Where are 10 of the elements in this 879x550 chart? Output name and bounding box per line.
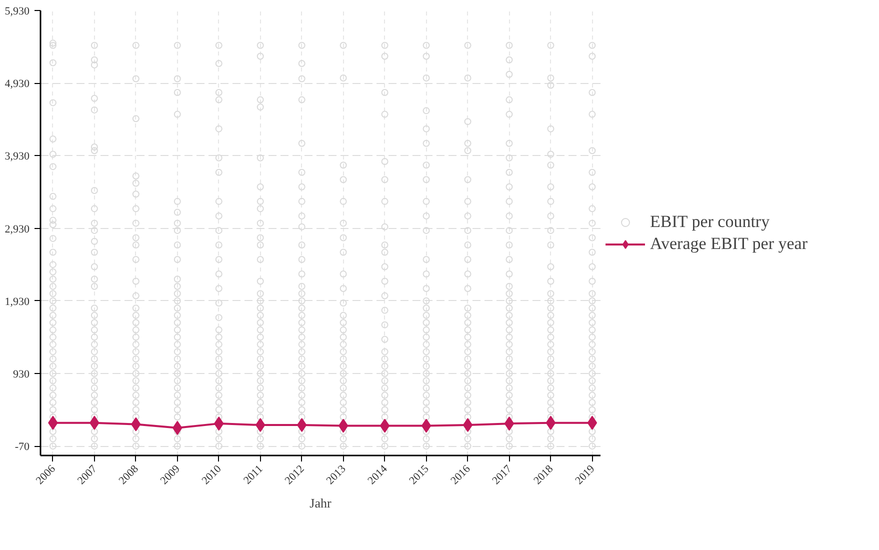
y-tick-label: 4,930 — [4, 78, 30, 90]
y-tick-label: 3,930 — [4, 150, 30, 163]
y-tick-label: 930 — [13, 368, 30, 380]
legend-label: Average EBIT per year — [650, 234, 808, 254]
y-tick-label: 1,930 — [4, 296, 30, 308]
y-tick-label: 5,930 — [4, 6, 30, 18]
legend-label: EBIT per country — [650, 212, 770, 232]
x-axis-title: Jahr — [310, 496, 332, 511]
y-tick-label: 2,930 — [4, 223, 30, 236]
y-tick-label: -70 — [14, 441, 30, 454]
